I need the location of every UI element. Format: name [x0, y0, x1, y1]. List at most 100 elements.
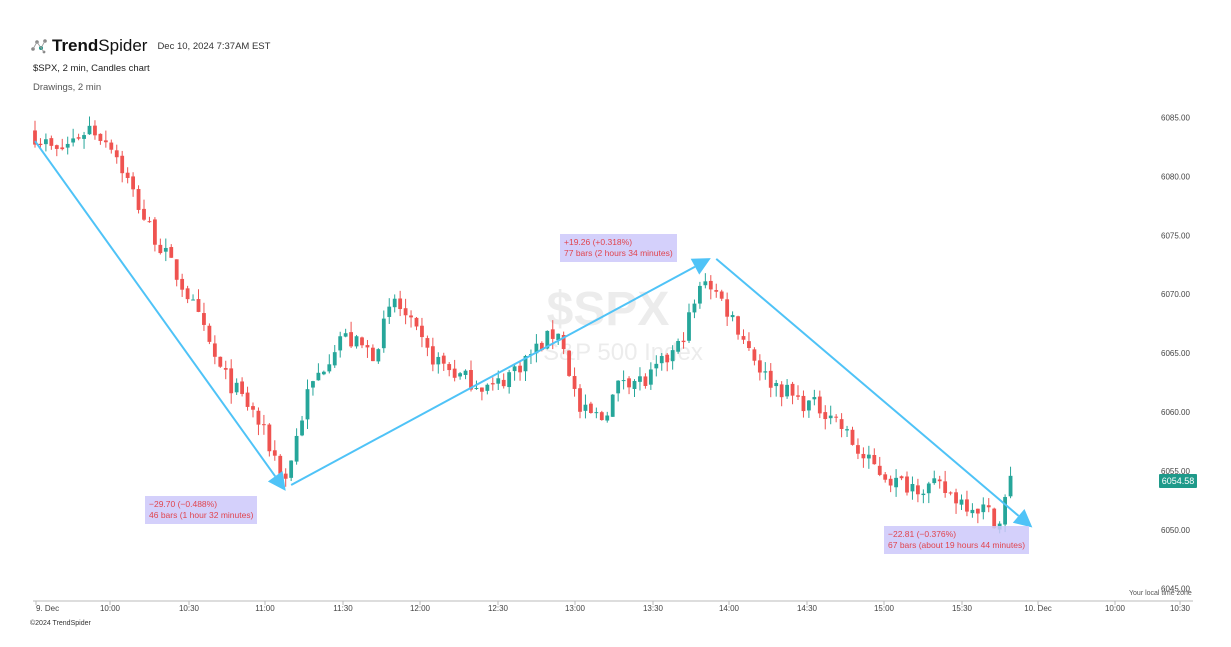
candle-body [120, 155, 125, 174]
candle-body [839, 419, 844, 429]
candle-body [605, 415, 610, 421]
y-tick-label: 6060.00 [1161, 408, 1190, 417]
candle-body [180, 278, 185, 290]
y-tick-label: 6045.00 [1161, 585, 1190, 594]
candle-body [240, 381, 244, 394]
x-axis-labels: 9. Dec 10:00 10:30 11:00 11:30 12:00 12:30 13:0… [35, 601, 1191, 613]
candle-body [218, 356, 223, 367]
candle-body [785, 384, 789, 397]
candle-body [1008, 475, 1013, 497]
x-tick-label: 13:30 [643, 604, 664, 613]
measure-arrow-line-2[interactable] [290, 265, 696, 486]
trendspider-logo[interactable]: Trend Spider [30, 36, 147, 56]
candle-body [665, 354, 670, 363]
candle-body [354, 336, 359, 347]
measure-label-2[interactable]: +19.26 (+0.318%) 77 bars (2 hours 34 min… [560, 234, 677, 262]
y-tick-label: 6050.00 [1161, 526, 1190, 535]
measure-label-1[interactable]: −29.70 (−0.488%) 46 bars (1 hour 32 minu… [145, 496, 258, 524]
measure-arrow-line-3[interactable] [715, 258, 1020, 517]
candle-body [436, 356, 441, 365]
candle-body [823, 412, 828, 420]
candle-body [599, 412, 604, 421]
candle-body [98, 133, 103, 141]
timezone-note[interactable]: Your local time zone [1129, 590, 1192, 597]
candle-body [289, 460, 294, 478]
measure-label-3-bars: 67 bars (about 19 hours 44 minutes) [888, 540, 1026, 550]
candle-body [103, 140, 108, 143]
candle-body [638, 376, 642, 382]
x-tick-label: 11:30 [333, 604, 353, 613]
candle-body [305, 389, 310, 420]
candle-body [981, 504, 986, 513]
candle-body [327, 364, 332, 372]
candle-body [229, 368, 234, 394]
candle-body [736, 316, 740, 335]
measure-label-1-bars: 46 bars (1 hour 32 minutes) [149, 510, 254, 520]
candle-body [365, 345, 370, 348]
candle-body [556, 333, 561, 341]
measure-arrowhead-3[interactable] [1012, 509, 1033, 528]
candle-body [518, 365, 522, 373]
candle-body [834, 416, 839, 418]
candle-body [480, 387, 484, 392]
candle-body [894, 477, 898, 488]
candle-body [136, 189, 141, 210]
candle-body [294, 435, 299, 462]
candle-body [610, 394, 615, 417]
candle-body [60, 147, 65, 150]
candle-body [507, 372, 512, 388]
symbol-info[interactable]: $SPX, 2 min, Candles chart [33, 63, 150, 74]
measure-arrowhead-2[interactable] [690, 258, 711, 275]
candle-body [283, 473, 288, 479]
candle-body [272, 450, 277, 456]
candle-body [267, 424, 272, 452]
candle-body [142, 208, 146, 220]
candle-body [33, 130, 37, 145]
candle-body [387, 306, 392, 317]
candle-body [937, 479, 942, 482]
candle-body [131, 176, 135, 190]
header: Trend Spider Dec 10, 2024 7:37AM EST [30, 36, 270, 56]
candle-body [316, 372, 321, 381]
y-axis-labels: 6045.00 6050.00 6055.00 6060.00 6065.00 6070.… [1161, 114, 1190, 594]
candle-body [567, 350, 571, 376]
x-tick-label: 10:00 [1105, 604, 1126, 613]
candle-body [223, 368, 228, 370]
y-tick-label: 6065.00 [1161, 349, 1190, 358]
x-tick-label: 10. Dec [1024, 604, 1052, 613]
x-tick-label: 11:00 [255, 604, 275, 613]
candle-body [698, 285, 702, 304]
candle-body [943, 481, 948, 494]
candle-body [1003, 496, 1007, 525]
candle-body [496, 378, 501, 384]
candle-body [114, 150, 119, 158]
x-tick-label: 15:30 [952, 604, 973, 613]
measure-arrows-layer[interactable] [34, 140, 1033, 528]
candle-body [861, 453, 866, 459]
x-tick-label: 10:30 [1170, 604, 1191, 613]
candle-body [725, 299, 730, 317]
candle-body [76, 137, 81, 139]
measure-label-3[interactable]: −22.81 (−0.376%) 67 bars (about 19 hours… [884, 526, 1030, 554]
y-tick-label: 6055.00 [1161, 467, 1190, 476]
candle-body [469, 370, 473, 390]
candle-body [632, 380, 637, 389]
candle-body [845, 429, 849, 431]
y-tick-label: 6075.00 [1161, 231, 1190, 240]
candle-body [256, 410, 261, 425]
candle-body [763, 371, 768, 373]
candle-body [163, 247, 168, 252]
candle-body [425, 338, 430, 348]
candle-body [207, 325, 212, 342]
drawings-info[interactable]: Drawings, 2 min [33, 82, 102, 93]
measure-arrowhead-1[interactable] [267, 471, 286, 491]
candle-body [883, 474, 888, 480]
candle-body [621, 380, 626, 382]
candle-body [910, 484, 915, 492]
candle-body [877, 465, 882, 475]
x-tick-label: 13:00 [565, 604, 586, 613]
candle-body [534, 343, 539, 354]
candle-body [485, 384, 490, 391]
measure-arrow-line-1[interactable] [34, 140, 277, 477]
